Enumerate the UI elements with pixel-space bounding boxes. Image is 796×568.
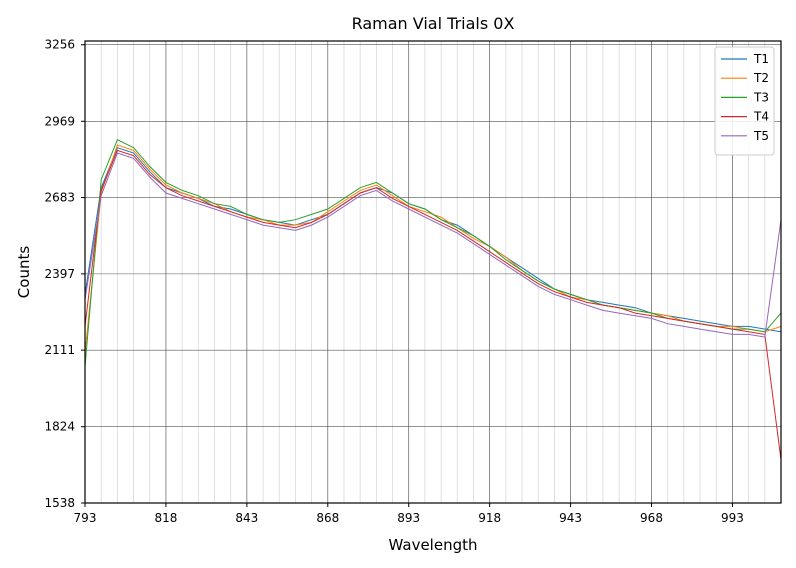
grid bbox=[84, 41, 781, 504]
series-line-t2 bbox=[84, 144, 782, 354]
legend-label-t4: T4 bbox=[753, 110, 769, 124]
legend-label-t1: T1 bbox=[753, 52, 769, 66]
series-line-t3 bbox=[84, 139, 782, 367]
axis-ticks: 793 818 843 868 893 918 943 968 993 1538 1824 2111 2… bbox=[44, 38, 743, 525]
legend: T1 T2 T3 T4 T5 bbox=[714, 46, 775, 156]
legend-label-t3: T3 bbox=[753, 90, 769, 104]
series-line-t1 bbox=[84, 147, 782, 333]
chart-title: Raman Vial Trials 0X bbox=[352, 14, 515, 33]
y-tick-label: 1538 bbox=[44, 496, 75, 510]
series-lines bbox=[84, 139, 782, 460]
x-tick-label: 893 bbox=[397, 511, 420, 525]
legend-label-t5: T5 bbox=[753, 129, 769, 143]
x-tick-label: 943 bbox=[559, 511, 582, 525]
y-tick-label: 3256 bbox=[44, 38, 75, 52]
x-tick-label: 918 bbox=[478, 511, 501, 525]
legend-box bbox=[714, 46, 775, 156]
x-tick-label: 843 bbox=[235, 511, 258, 525]
y-axis-label: Counts bbox=[15, 246, 33, 299]
y-tick-label: 1824 bbox=[44, 420, 75, 434]
x-axis-label: Wavelength bbox=[389, 536, 478, 554]
x-tick-label: 818 bbox=[154, 511, 177, 525]
series-line-t5 bbox=[84, 152, 782, 338]
plot-frame bbox=[84, 40, 782, 504]
x-tick-label: 968 bbox=[640, 511, 663, 525]
legend-label-t2: T2 bbox=[753, 71, 769, 85]
x-tick-label: 793 bbox=[74, 511, 97, 525]
x-tick-label: 993 bbox=[721, 511, 744, 525]
series-line-t4 bbox=[84, 149, 782, 460]
y-tick-label: 2683 bbox=[44, 191, 75, 205]
y-tick-label: 2969 bbox=[44, 114, 75, 128]
x-tick-label: 868 bbox=[316, 511, 339, 525]
y-tick-label: 2111 bbox=[44, 343, 75, 357]
y-tick-label: 2397 bbox=[44, 267, 75, 281]
